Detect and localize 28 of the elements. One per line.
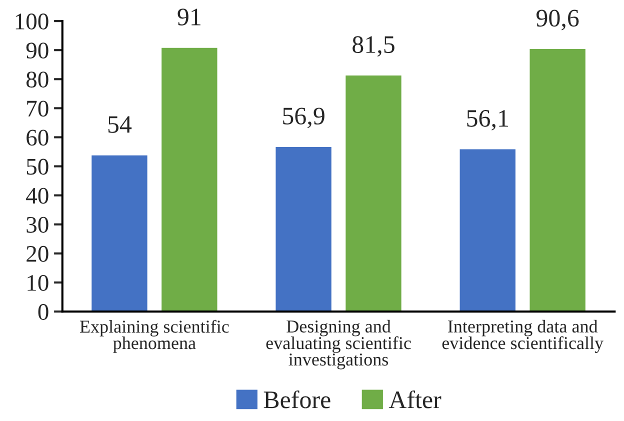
bar	[160, 46, 219, 312]
y-tick-label: 90	[26, 42, 48, 59]
data-label: 56,9	[283, 108, 324, 128]
data-label: 54	[108, 116, 132, 133]
bar	[528, 48, 587, 312]
bar	[274, 146, 333, 312]
bar	[90, 154, 149, 312]
legend-label: After	[388, 390, 442, 408]
y-tick-label: 50	[26, 158, 48, 175]
x-tick-label: Explaining scientific phenomena	[80, 320, 229, 353]
data-label: 90,6	[536, 10, 579, 30]
x-tick-label: Designing and evaluating scientific investigations	[266, 320, 411, 370]
bar	[344, 74, 403, 312]
y-tick-label: 80	[26, 72, 48, 88]
y-tick-label: 20	[26, 246, 48, 262]
y-tick-label: 40	[26, 188, 48, 204]
y-tick-label: 30	[26, 216, 48, 233]
y-tick-label: 70	[27, 100, 48, 117]
y-tick-label: 100	[16, 14, 48, 30]
y-tick-label: 10	[28, 274, 48, 291]
data-label: 56,1	[467, 110, 508, 130]
y-tick-label: 60	[26, 130, 48, 146]
data-label: 91	[178, 8, 200, 26]
y-tick-label: 0	[38, 304, 48, 320]
x-tick-label: Interpreting data and evidence scientifically	[442, 320, 604, 353]
legend-label: Before	[264, 390, 330, 408]
data-label: 81,5	[352, 36, 394, 57]
bar	[458, 148, 517, 312]
